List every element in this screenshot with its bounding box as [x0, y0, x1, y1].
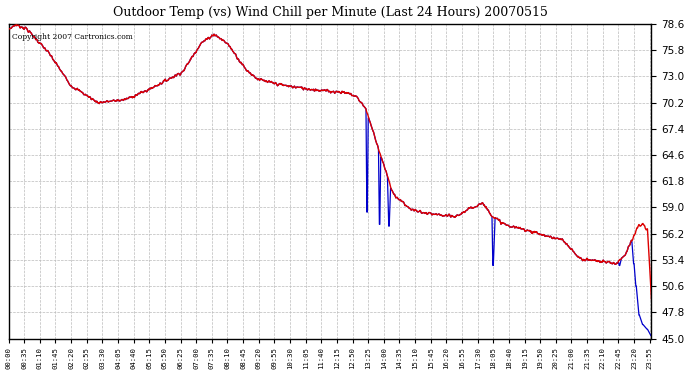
Text: Copyright 2007 Cartronics.com: Copyright 2007 Cartronics.com: [12, 33, 132, 41]
Title: Outdoor Temp (vs) Wind Chill per Minute (Last 24 Hours) 20070515: Outdoor Temp (vs) Wind Chill per Minute …: [112, 6, 547, 18]
